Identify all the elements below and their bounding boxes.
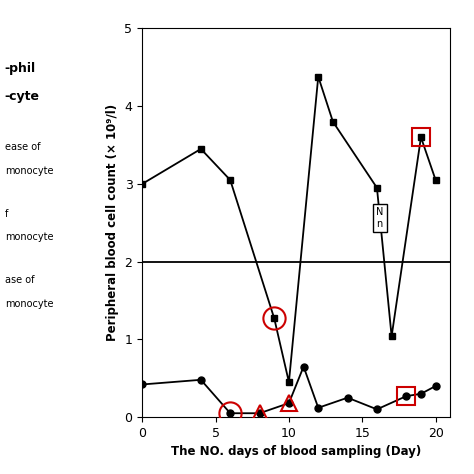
Y-axis label: Peripheral blood cell count (× 10⁹/l): Peripheral blood cell count (× 10⁹/l) — [106, 104, 119, 341]
Text: -phil: -phil — [5, 62, 36, 74]
Text: f: f — [5, 209, 8, 219]
Text: ease of: ease of — [5, 142, 40, 152]
Text: N
n: N n — [376, 207, 384, 229]
Text: monocyte: monocyte — [5, 299, 53, 309]
Text: monocyte: monocyte — [5, 166, 53, 176]
Text: -cyte: -cyte — [5, 90, 40, 103]
X-axis label: The NO. days of blood sampling (Day): The NO. days of blood sampling (Day) — [171, 446, 421, 458]
Text: ase of: ase of — [5, 275, 34, 285]
Text: monocyte: monocyte — [5, 232, 53, 242]
